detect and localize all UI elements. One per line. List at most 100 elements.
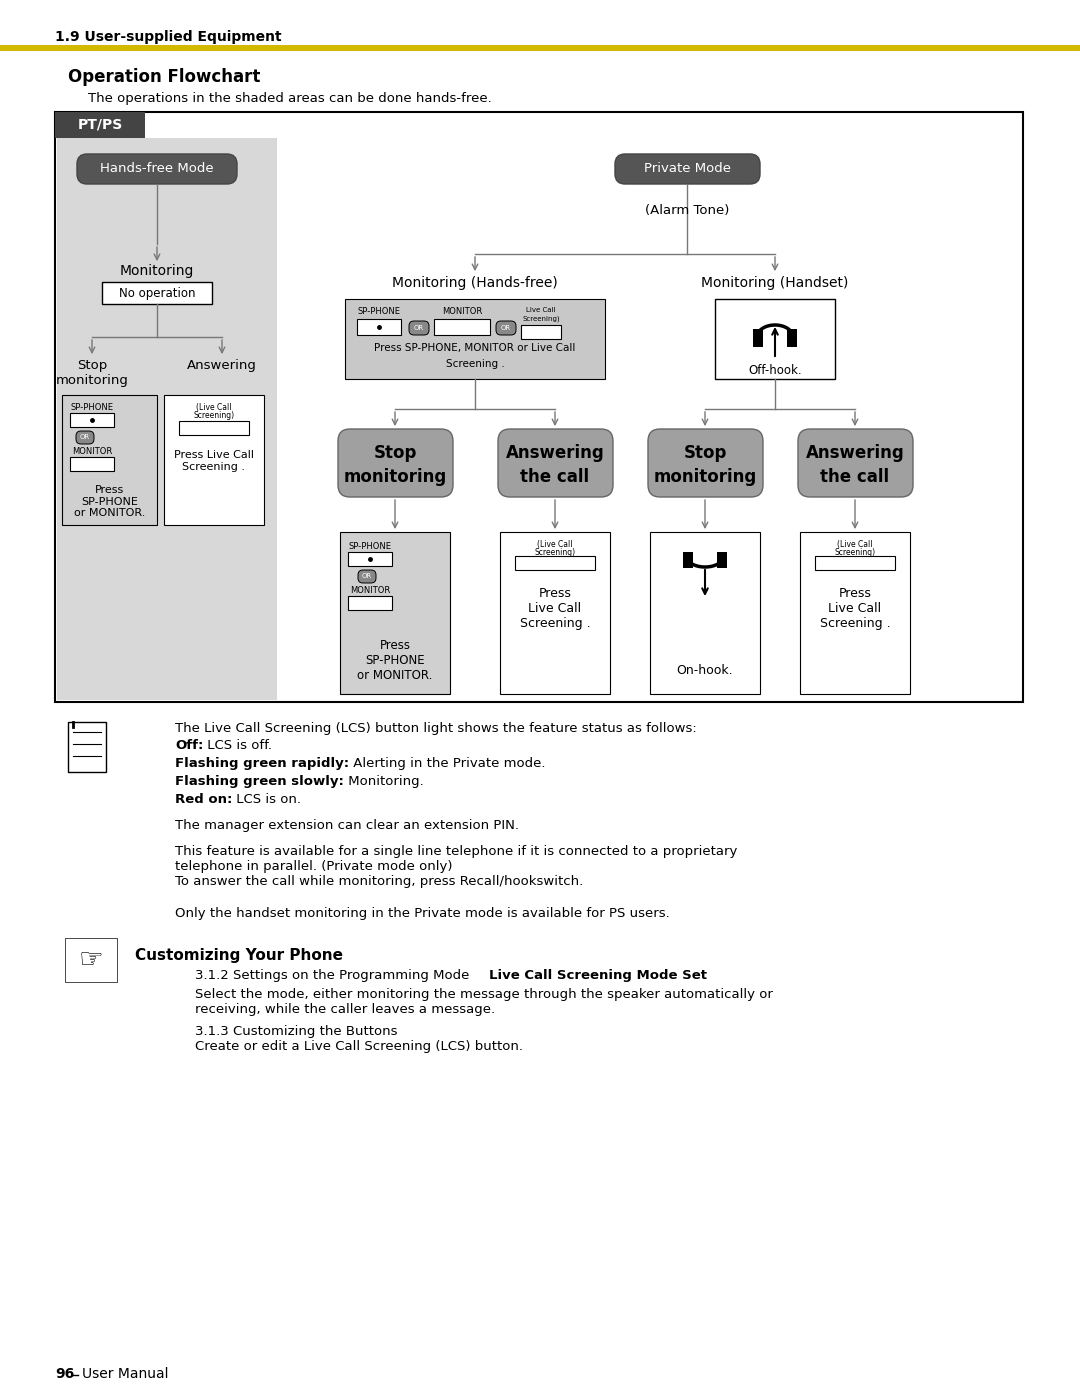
Text: Screening): Screening) — [535, 548, 576, 557]
Text: (Live Call: (Live Call — [537, 541, 572, 549]
Bar — [787, 330, 797, 346]
Text: Customizing Your Phone: Customizing Your Phone — [135, 949, 343, 963]
Bar — [800, 532, 910, 694]
Bar — [179, 420, 249, 434]
Text: Private Mode: Private Mode — [644, 162, 730, 176]
Bar — [357, 319, 401, 335]
Text: Answering: Answering — [505, 444, 605, 462]
Text: SP-PHONE: SP-PHONE — [357, 307, 401, 316]
Bar — [68, 722, 106, 773]
Text: Stop: Stop — [374, 444, 417, 462]
Text: Press
SP-PHONE
or MONITOR.: Press SP-PHONE or MONITOR. — [357, 638, 433, 682]
Text: 3.1.3 Customizing the Buttons
Create or edit a Live Call Screening (LCS) button.: 3.1.3 Customizing the Buttons Create or … — [195, 1025, 523, 1053]
Text: SP-PHONE: SP-PHONE — [70, 402, 113, 412]
Bar — [164, 395, 264, 525]
Text: Answering: Answering — [806, 444, 904, 462]
Text: Live Call: Live Call — [526, 307, 556, 313]
Text: Off-hook.: Off-hook. — [748, 365, 801, 377]
Bar — [683, 552, 693, 569]
Text: Stop
monitoring: Stop monitoring — [55, 359, 129, 387]
Text: Only the handset monitoring in the Private mode is available for PS users.: Only the handset monitoring in the Priva… — [175, 907, 670, 921]
Text: monitoring: monitoring — [343, 468, 447, 486]
Bar — [715, 299, 835, 379]
Text: User Manual: User Manual — [82, 1368, 168, 1382]
Text: No operation: No operation — [119, 286, 195, 299]
Text: Monitoring.: Monitoring. — [343, 775, 423, 788]
FancyBboxPatch shape — [648, 429, 762, 497]
Text: The manager extension can clear an extension PIN.: The manager extension can clear an exten… — [175, 819, 519, 833]
Text: Screening): Screening) — [193, 411, 234, 420]
Text: 1.9 User-supplied Equipment: 1.9 User-supplied Equipment — [55, 29, 282, 43]
Text: MONITOR: MONITOR — [442, 307, 482, 316]
Bar — [717, 552, 727, 569]
Text: The operations in the shaded areas can be done hands-free.: The operations in the shaded areas can b… — [87, 92, 491, 105]
Text: Red on:: Red on: — [175, 793, 232, 806]
Text: LCS is on.: LCS is on. — [232, 793, 301, 806]
FancyBboxPatch shape — [338, 429, 453, 497]
Text: MONITOR: MONITOR — [72, 447, 112, 455]
FancyBboxPatch shape — [498, 429, 613, 497]
Bar — [57, 138, 276, 700]
Bar — [0, 45, 1080, 52]
Text: Flashing green slowly:: Flashing green slowly: — [175, 775, 343, 788]
Text: OR: OR — [80, 434, 90, 440]
Text: Press
SP-PHONE
or MONITOR.: Press SP-PHONE or MONITOR. — [75, 485, 146, 518]
Text: Stop: Stop — [684, 444, 727, 462]
Text: Press
Live Call
Screening .: Press Live Call Screening . — [820, 587, 890, 630]
Bar — [62, 395, 157, 525]
Text: Press SP-PHONE, MONITOR or Live Call: Press SP-PHONE, MONITOR or Live Call — [375, 344, 576, 353]
Text: Press Live Call
Screening .: Press Live Call Screening . — [174, 450, 254, 472]
Text: 96: 96 — [55, 1368, 75, 1382]
Text: Monitoring (Hands-free): Monitoring (Hands-free) — [392, 277, 558, 291]
Text: OR: OR — [362, 573, 373, 578]
Text: Live Call Screening Mode Set: Live Call Screening Mode Set — [489, 970, 707, 982]
Bar — [348, 552, 392, 566]
Bar — [650, 532, 760, 694]
Text: Screening .: Screening . — [446, 359, 504, 369]
Bar — [753, 330, 762, 346]
FancyBboxPatch shape — [357, 570, 376, 583]
Bar — [65, 937, 117, 982]
Text: LCS is off.: LCS is off. — [203, 739, 272, 752]
Text: ☞: ☞ — [79, 946, 104, 974]
Bar — [70, 414, 114, 427]
Bar — [434, 319, 490, 335]
Bar — [348, 597, 392, 610]
Text: Press
Live Call
Screening .: Press Live Call Screening . — [519, 587, 591, 630]
Text: Hands-free Mode: Hands-free Mode — [100, 162, 214, 176]
Text: Flashing green rapidly:: Flashing green rapidly: — [175, 757, 349, 770]
Bar — [70, 457, 114, 471]
Text: Alerting in the Private mode.: Alerting in the Private mode. — [349, 757, 545, 770]
Text: Screening): Screening) — [835, 548, 876, 557]
Text: Monitoring (Handset): Monitoring (Handset) — [701, 277, 849, 291]
FancyBboxPatch shape — [496, 321, 516, 335]
Text: (Alarm Tone): (Alarm Tone) — [645, 204, 729, 217]
FancyBboxPatch shape — [798, 429, 913, 497]
FancyBboxPatch shape — [615, 154, 760, 184]
Text: the call: the call — [521, 468, 590, 486]
Bar — [345, 299, 605, 379]
Text: OR: OR — [501, 326, 511, 331]
Text: monitoring: monitoring — [653, 468, 757, 486]
Bar — [515, 556, 595, 570]
Text: (Live Call: (Live Call — [197, 402, 232, 412]
Bar — [55, 112, 145, 138]
Bar — [340, 532, 450, 694]
Text: On-hook.: On-hook. — [677, 664, 733, 678]
Text: Select the mode, either monitoring the message through the speaker automatically: Select the mode, either monitoring the m… — [195, 988, 773, 1016]
Bar — [55, 112, 1023, 703]
FancyBboxPatch shape — [77, 154, 237, 184]
Text: Monitoring: Monitoring — [120, 264, 194, 278]
Bar — [500, 532, 610, 694]
Text: (Live Call: (Live Call — [837, 541, 873, 549]
Text: Off:: Off: — [175, 739, 203, 752]
Bar — [815, 556, 895, 570]
Text: the call: the call — [821, 468, 890, 486]
FancyBboxPatch shape — [409, 321, 429, 335]
Text: 3.1.2 Settings on the Programming Mode: 3.1.2 Settings on the Programming Mode — [195, 970, 482, 982]
Text: The Live Call Screening (LCS) button light shows the feature status as follows:: The Live Call Screening (LCS) button lig… — [175, 722, 697, 735]
Text: Answering: Answering — [187, 359, 257, 372]
FancyBboxPatch shape — [76, 432, 94, 444]
Text: Operation Flowchart: Operation Flowchart — [68, 68, 260, 87]
Text: SP-PHONE: SP-PHONE — [349, 542, 391, 550]
